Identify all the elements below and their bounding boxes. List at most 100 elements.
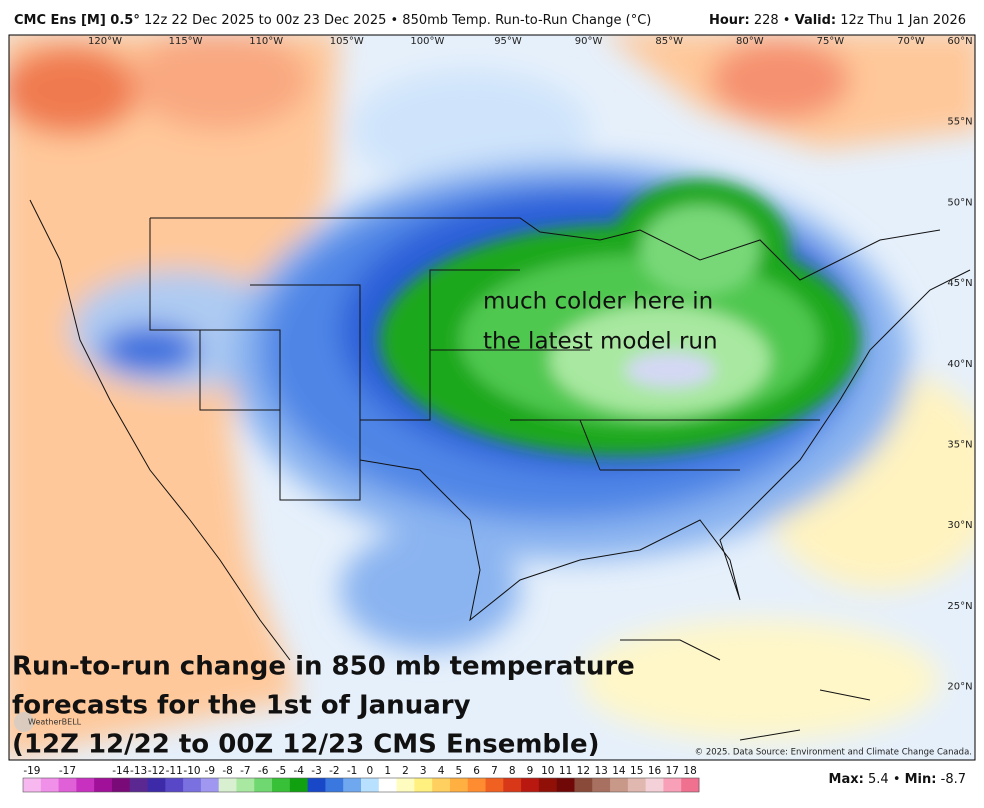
- colorbar-swatch: [129, 778, 149, 792]
- colorbar-swatch: [183, 778, 202, 792]
- colorbar-tick-label: 1: [384, 765, 391, 777]
- colorbar-swatch: [627, 778, 647, 792]
- colorbar-swatch: [165, 778, 184, 792]
- caption-line: forecasts for the 1st of January: [12, 691, 471, 721]
- run-description: 12z 22 Dec 2025 to 00z 23 Dec 2025 • 850…: [144, 13, 651, 28]
- header-right: Hour: 228 • Valid: 12z Thu 1 Jan 2026: [709, 13, 966, 28]
- latitude-label: 60°N: [947, 36, 972, 47]
- colorbar-tick-label: -6: [258, 765, 269, 777]
- longitude-label: 105°W: [330, 36, 364, 47]
- colorbar-swatch: [272, 778, 291, 792]
- credit: © 2025. Data Source: Environment and Cli…: [695, 748, 972, 758]
- colorbar-swatch: [58, 778, 77, 792]
- colorbar-tick-label: 10: [541, 765, 554, 777]
- colorbar-frame: [22, 777, 700, 793]
- colorbar-tick-label: -4: [293, 765, 304, 777]
- colorbar-tick-label: -11: [166, 765, 183, 777]
- colorbar-swatch: [396, 778, 415, 792]
- hour-value: 228: [754, 13, 779, 28]
- latitude-label: 45°N: [947, 278, 972, 289]
- annotation-line: much colder here in: [483, 289, 713, 315]
- colorbar-tick-label: 6: [473, 765, 480, 777]
- logo-icon: [14, 712, 34, 732]
- map-field: [9, 35, 975, 760]
- colorbar-swatch: [361, 778, 380, 792]
- colorbar-swatch: [236, 778, 255, 792]
- colorbar-swatch: [610, 778, 629, 792]
- colorbar-tick-label: -14: [112, 765, 129, 777]
- min-value: -8.7: [941, 772, 966, 787]
- colorbar-tick-label: 14: [612, 765, 626, 777]
- colorbar-tick-label: 5: [455, 765, 462, 777]
- colorbar-tick-label: 13: [594, 765, 607, 777]
- colorbar-tick-label: -9: [205, 765, 215, 777]
- latitude-label: 30°N: [947, 520, 972, 531]
- colorbar-swatch: [378, 778, 398, 792]
- valid-value: 12z Thu 1 Jan 2026: [840, 13, 966, 28]
- min-label: Min:: [905, 772, 937, 787]
- caption-line: (12Z 12/22 to 00Z 12/23 CMS Ensemble): [12, 730, 599, 760]
- colorbar-tick-label: 15: [630, 765, 643, 777]
- colorbar-swatch: [574, 778, 593, 792]
- latitude-label: 20°N: [947, 682, 972, 693]
- colorbar-tick-label: 17: [666, 765, 679, 777]
- colorbar-tick-label: 2: [402, 765, 409, 777]
- colorbar-tick-label: 9: [527, 765, 534, 777]
- colorbar-tick-label: -10: [183, 765, 200, 777]
- colorbar-swatch: [200, 778, 220, 792]
- colorbar-tick-label: -12: [148, 765, 165, 777]
- colorbar-swatch: [414, 778, 433, 792]
- latitude-label: 35°N: [947, 440, 972, 451]
- colorbar-swatch: [592, 778, 611, 792]
- colorbar-tick-label: 18: [683, 765, 696, 777]
- longitude-label: 115°W: [169, 36, 203, 47]
- colorbar-tick-label: -19: [23, 765, 40, 777]
- colorbar-tick-label: 16: [648, 765, 662, 777]
- annotation-line: the latest model run: [483, 329, 718, 355]
- colorbar-tick-label: -1: [347, 765, 357, 777]
- colorbar-swatch: [147, 778, 166, 792]
- colorbar-swatch: [556, 778, 575, 792]
- colorbar-swatch: [23, 778, 42, 792]
- colorbar-swatch: [289, 778, 309, 792]
- colorbar-tick-label: -7: [240, 765, 250, 777]
- colorbar-tick-label: 0: [367, 765, 374, 777]
- caption-line: Run-to-run change in 850 mb temperature: [12, 652, 635, 682]
- colorbar-tick-label: -17: [59, 765, 76, 777]
- longitude-label: 95°W: [494, 36, 522, 47]
- model-name: CMC Ens [M] 0.5°: [14, 13, 140, 28]
- colorbar-swatch: [94, 778, 113, 792]
- colorbar-swatch: [503, 778, 522, 792]
- boundaries: [29, 199, 971, 741]
- valid-label: Valid:: [795, 13, 837, 28]
- latitude-label: 50°N: [947, 197, 972, 208]
- logo: WeatherBELL: [28, 718, 82, 727]
- longitude-label: 75°W: [817, 36, 845, 47]
- colorbar-swatch: [432, 778, 451, 792]
- longitude-label: 90°W: [575, 36, 603, 47]
- colorbar-swatch: [449, 778, 469, 792]
- colorbar-tick-label: 12: [577, 765, 590, 777]
- colorbar: -19 -17 -14 -13 -12 -11 -10 -9 -8 -7 -6 -5 -4 -3 -2 -1 0…: [22, 765, 700, 793]
- colorbar-swatch: [76, 778, 95, 792]
- colorbar-tick-label: 4: [438, 765, 445, 777]
- hour-label: Hour:: [709, 13, 750, 28]
- colorbar-swatch: [645, 778, 664, 792]
- colorbar-swatch: [325, 778, 344, 792]
- longitude-label: 85°W: [655, 36, 683, 47]
- map-frame: [8, 34, 976, 761]
- colorbar-tick-label: -3: [311, 765, 321, 777]
- colorbar-tick-label: 3: [420, 765, 427, 777]
- latitude-label: 40°N: [947, 359, 972, 370]
- colorbar-tick-label: 11: [559, 765, 572, 777]
- colorbar-swatch: [343, 778, 362, 792]
- colorbar-swatch: [521, 778, 540, 792]
- colorbar-swatch: [485, 778, 504, 792]
- latitude-label: 55°N: [947, 117, 972, 128]
- colorbar-tick-label: 8: [509, 765, 516, 777]
- graticule-labels: 120°W 115°W 110°W 105°W 100°W 95°W 90°W 85°W 80°…: [88, 36, 973, 693]
- colorbar-swatch: [40, 778, 60, 792]
- longitude-label: 120°W: [88, 36, 122, 47]
- longitude-label: 100°W: [410, 36, 444, 47]
